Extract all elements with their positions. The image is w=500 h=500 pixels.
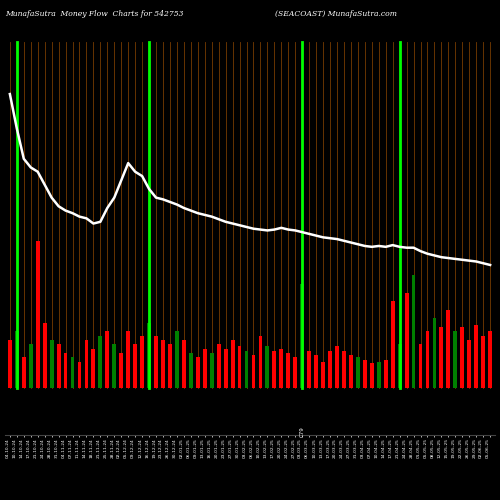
Bar [252,354,256,388]
Bar [8,340,12,388]
Bar [78,362,82,388]
Bar [266,346,270,388]
Bar [70,358,74,388]
Bar [106,332,109,388]
Bar [363,360,367,388]
Bar [356,358,360,388]
Bar [36,241,40,388]
Bar [22,358,26,388]
Bar [56,344,60,388]
Bar [84,340,88,388]
Bar [182,340,186,388]
Bar [161,340,165,388]
Bar [224,348,228,388]
Bar [468,340,471,388]
Bar [238,346,242,388]
Bar [280,348,283,388]
Bar [321,362,325,388]
Bar [404,292,408,388]
Bar [418,344,422,388]
Bar [454,332,457,388]
Bar [335,346,339,388]
Bar [328,352,332,388]
Bar [314,354,318,388]
Bar [175,332,179,388]
Bar [412,276,416,388]
Bar [488,332,492,388]
Bar [258,336,262,388]
Text: (SEACOAST) MunafaSutra.com: (SEACOAST) MunafaSutra.com [275,10,397,18]
Bar [300,284,304,388]
Bar [120,353,123,388]
Bar [474,326,478,388]
Bar [15,332,18,388]
Bar [286,353,290,388]
Bar [349,354,353,388]
Bar [446,310,450,388]
Bar [147,323,151,388]
Bar [244,352,248,388]
Bar [112,344,116,388]
Bar [154,336,158,388]
Bar [133,344,137,388]
Bar [432,318,436,388]
Bar [217,344,220,388]
Bar [29,344,32,388]
Text: MunafaSutra  Money Flow  Charts for 542753: MunafaSutra Money Flow Charts for 542753 [5,10,184,18]
Bar [64,353,68,388]
Bar [189,353,193,388]
Bar [391,301,394,388]
Bar [482,336,485,388]
Bar [294,358,297,388]
Bar [203,348,206,388]
Text: C79: C79 [300,426,304,437]
Bar [168,344,172,388]
Bar [307,352,311,388]
Bar [43,323,46,388]
Bar [50,340,54,388]
Bar [98,336,102,388]
Bar [460,327,464,388]
Bar [230,340,234,388]
Bar [140,336,144,388]
Bar [92,348,96,388]
Bar [196,358,200,388]
Bar [440,327,444,388]
Bar [377,362,380,388]
Bar [272,352,276,388]
Bar [384,360,388,388]
Bar [342,352,346,388]
Bar [210,353,214,388]
Bar [398,344,402,388]
Bar [370,364,374,388]
Bar [426,332,430,388]
Bar [126,332,130,388]
